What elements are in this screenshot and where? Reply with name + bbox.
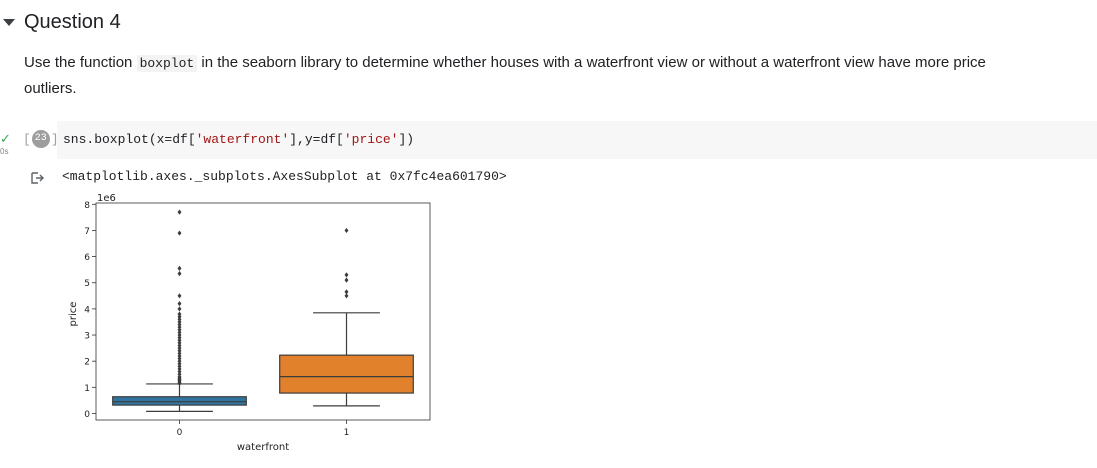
outlier-point — [344, 289, 349, 295]
section-title: Question 4 — [24, 10, 121, 33]
x-tick-label: 0 — [177, 428, 183, 438]
outlier-point — [177, 265, 182, 271]
exec-bracket-open-icon: [ — [23, 131, 31, 147]
x-tick-label: 1 — [344, 428, 350, 438]
cell-runtime: 0s — [0, 147, 9, 156]
run-success-check-icon: ✓ — [0, 131, 11, 146]
y-tick-label: 4 — [84, 305, 90, 315]
inline-code: boxplot — [136, 55, 198, 72]
y-tick-label: 8 — [84, 201, 90, 211]
y-axis-label: price — [68, 302, 79, 327]
cell-output-text: <matplotlib.axes._subplots.AxesSubplot a… — [62, 169, 507, 184]
section-heading: Question 4 — [0, 8, 121, 36]
code-string-token: 'price' — [343, 132, 399, 147]
execution-count[interactable]: [23] — [23, 130, 59, 148]
outlier-point — [177, 230, 182, 236]
output-actions-icon[interactable] — [30, 171, 44, 185]
description-text-end: in the seaborn library to determine whet… — [24, 54, 986, 97]
plot-frame — [95, 202, 431, 421]
y-tick-label: 7 — [84, 227, 90, 237]
code-token: sns.boxplot(x=df[ — [63, 132, 196, 147]
box-series — [112, 209, 414, 412]
outlier-point — [344, 272, 349, 278]
code-token: ],y=df[ — [289, 132, 344, 147]
outlier-point — [177, 306, 182, 312]
y-tick-label: 3 — [84, 332, 90, 342]
code-cell-editor[interactable]: sns.boxplot(x=df['waterfront'],y=df['pri… — [57, 121, 1097, 159]
y-offset-label: 1e6 — [97, 193, 116, 204]
outlier-point — [177, 209, 182, 215]
x-axis-label: waterfront — [237, 442, 289, 453]
box-iqr — [112, 396, 247, 406]
y-tick-label: 6 — [84, 253, 90, 263]
y-tick-label: 0 — [84, 410, 90, 420]
box-group-0 — [112, 209, 247, 412]
exec-bracket-close-icon: ] — [50, 131, 59, 147]
description-text-start: Use the function — [24, 54, 137, 71]
y-axis: 0 1 2 3 4 5 6 7 8 — [84, 201, 96, 420]
outlier-point — [177, 311, 182, 317]
collapse-caret-icon[interactable] — [3, 18, 15, 26]
code-line: sns.boxplot(x=df['waterfront'],y=df['pri… — [63, 132, 414, 147]
y-tick-label: 5 — [84, 279, 90, 289]
code-string-token: 'waterfront' — [195, 132, 290, 147]
outlier-point — [177, 355, 182, 362]
outlier-point — [177, 270, 182, 277]
outlier-point — [344, 227, 349, 234]
box-group-1 — [279, 227, 414, 407]
y-tick-label: 2 — [84, 358, 90, 368]
question-description: Use the function boxplot in the seaborn … — [24, 50, 1034, 101]
outlier-point — [344, 277, 349, 283]
code-token: ]) — [398, 132, 415, 147]
outlier-point — [177, 301, 182, 307]
outlier-point — [177, 293, 182, 299]
exec-count-badge: 23 — [31, 130, 50, 148]
box-iqr — [279, 354, 414, 394]
y-tick-label: 1 — [84, 384, 90, 394]
